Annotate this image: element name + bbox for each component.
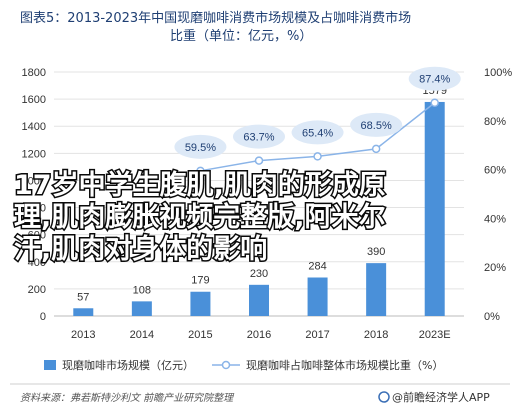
chart-title-line1: 图表5：2013-2023年中国现磨咖啡消费市场规模及占咖啡消费市场 [20,10,411,26]
left-tick-label: 1200 [22,148,46,160]
left-tick-label: 600 [28,230,46,242]
right-tick-label: 80% [484,116,506,128]
overlay-line1: 17岁中学生腹肌,肌肉的形成原 [14,169,386,201]
right-tick-label: 0% [484,311,500,323]
right-tick-label: 20% [484,262,506,274]
legend-bar-label: 现磨咖啡市场规模（亿元） [62,358,194,372]
grid-lines [54,71,464,317]
ratio-label-2015: 59.5% [185,142,216,154]
x-tick-label-2023E: 2023E [419,329,451,341]
left-tick-label: 400 [28,257,46,269]
overlay-caption: 17岁中学生腹肌,肌肉的形成原 理,肌肉膨胀视频完整版,阿米尔 汗,肌肉对身体的… [13,168,388,267]
legend-bar-swatch [44,360,56,370]
bar-value-label-2018: 390 [367,246,385,258]
bar-series [73,101,445,316]
left-axis-ticks: 0 200 400 600 800 1000 1200 1400 1600 1800 [22,67,46,323]
ratio-point-2015 [196,166,205,176]
right-tick-label: 100% [484,67,512,79]
left-tick-label: 1600 [22,94,46,106]
ratio-bubble-2023E [408,66,461,91]
ratio-bubble-2018 [350,112,403,137]
right-tick-label: 40% [484,213,506,225]
source-note: 资料来源：弗若斯特沙利文 前瞻产业研究院整理 [20,392,235,404]
bar-2014 [131,301,152,316]
ratio-label-2023E: 87.4% [419,74,450,86]
ratio-point-2016 [254,156,264,165]
ratio-label-2018: 68.5% [361,120,392,132]
left-tick-label: 0 [40,311,46,323]
brand-mark: @前瞻经济学人APP [378,390,490,404]
ratio-bubble-2017 [291,120,344,145]
bar-value-label-2014: 108 [133,284,151,296]
legend: 现磨咖啡市场规模（亿元） 现磨咖啡占咖啡整体市场规模比重（%） [44,358,443,372]
x-tick-label-2016: 2016 [247,329,271,341]
left-tick-label: 1400 [22,121,46,133]
overlay-line2: 理,肌肉膨胀视频完整版,阿米尔 [14,201,386,233]
bar-2018 [366,263,387,316]
line-series: 59.5% 63.7% 65.4% 68.5% 87.4% [174,66,461,176]
bar-value-label-2013: 57 [77,291,89,303]
x-tick-label-2015: 2015 [188,329,212,341]
x-tick-label-2018: 2018 [364,329,388,341]
ratio-point-2018 [371,144,381,154]
x-axis-ticks: 2013 2014 2015 2016 2017 2018 2023E [71,329,451,341]
bar-value-label-2017: 284 [308,261,326,273]
ratio-bubble-2015 [174,134,227,159]
chart-title-line2: 比重（单位：亿元，%） [170,28,312,44]
left-tick-label: 1000 [22,175,46,187]
bar-2023E [424,101,445,316]
ratio-label-2017: 65.4% [302,127,333,139]
bar-2017 [307,277,328,316]
bar-2016 [249,284,269,316]
left-tick-label: 200 [28,284,46,296]
bar-value-label-2016: 230 [250,268,268,280]
legend-line-marker [221,360,231,370]
ratio-bubble-2016 [233,124,285,149]
brand-label: @前瞻经济学人APP [392,390,490,404]
bar-value-label-2015: 179 [191,275,209,287]
right-axis-ticks: 0% 20% 40% 60% 80% 100% [484,67,512,323]
overlay-line3: 汗,肌肉对身体的影响 [14,233,267,265]
bar-2015 [190,291,211,316]
legend-line-label: 现磨咖啡占咖啡整体市场规模比重（%） [246,358,443,372]
x-tick-label-2013: 2013 [71,329,95,341]
ratio-label-2016: 63.7% [243,132,274,144]
x-tick-label-2014: 2014 [130,329,154,341]
right-tick-label: 60% [484,165,506,177]
ratio-point-2023E [430,98,439,107]
brand-logo-icon [378,391,390,403]
ratio-point-2017 [313,152,322,161]
left-tick-label: 800 [28,203,46,215]
bar-2013 [73,308,94,316]
x-tick-label-2017: 2017 [305,329,329,341]
left-tick-label: 1800 [22,67,46,79]
